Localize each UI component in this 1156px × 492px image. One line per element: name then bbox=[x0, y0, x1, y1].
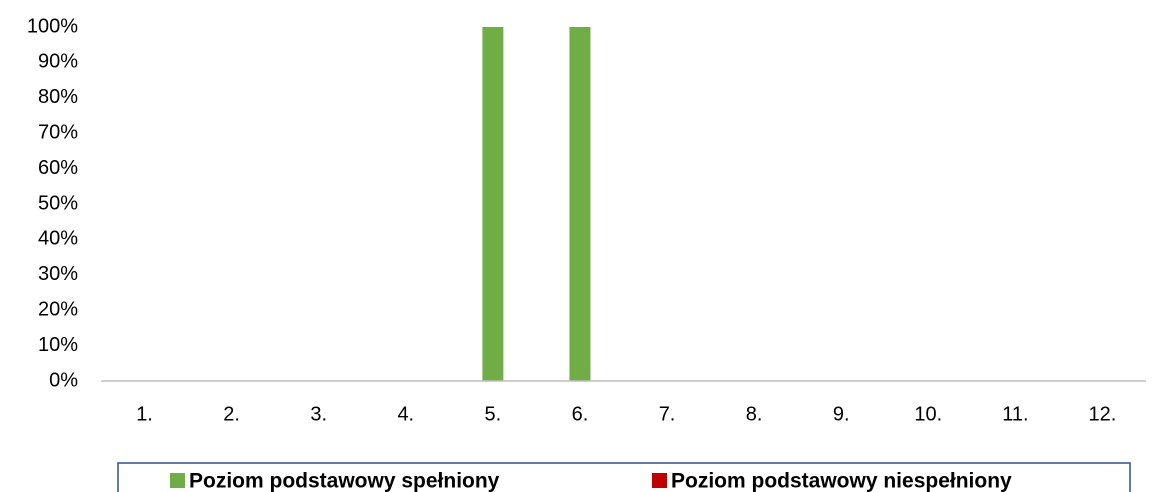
y-tick-label: 90% bbox=[38, 51, 78, 73]
y-tick-label: 20% bbox=[38, 298, 78, 320]
x-tick-label: 12. bbox=[1089, 403, 1117, 425]
x-tick-label: 3. bbox=[310, 403, 327, 425]
x-tick-label: 5. bbox=[485, 403, 502, 425]
y-tick-label: 100% bbox=[27, 15, 78, 37]
legend-swatch bbox=[652, 473, 667, 488]
y-tick-label: 10% bbox=[38, 334, 78, 356]
x-tick-label: 10. bbox=[914, 403, 942, 425]
y-tick-label: 30% bbox=[38, 263, 78, 285]
legend-swatch bbox=[170, 473, 185, 488]
x-tick-label: 4. bbox=[397, 403, 414, 425]
x-tick-label: 9. bbox=[833, 403, 850, 425]
bar bbox=[482, 27, 504, 381]
legend-label: Poziom podstawowy niespełniony bbox=[671, 470, 1012, 492]
y-tick-label: 80% bbox=[38, 86, 78, 108]
bar bbox=[569, 27, 591, 381]
y-tick-label: 70% bbox=[38, 121, 78, 143]
x-tick-label: 1. bbox=[136, 403, 153, 425]
x-tick-label: 6. bbox=[572, 403, 589, 425]
y-tick-label: 50% bbox=[38, 192, 78, 214]
y-tick-label: 60% bbox=[38, 157, 78, 179]
x-tick-label: 8. bbox=[746, 403, 763, 425]
x-tick-label: 2. bbox=[223, 403, 240, 425]
x-tick-label: 11. bbox=[1002, 403, 1028, 425]
x-tick-label: 7. bbox=[659, 403, 676, 425]
legend-label: Poziom podstawowy spełniony bbox=[189, 470, 500, 492]
legend-box bbox=[117, 462, 1131, 492]
y-tick-label: 0% bbox=[49, 369, 78, 391]
y-tick-label: 40% bbox=[38, 228, 78, 250]
